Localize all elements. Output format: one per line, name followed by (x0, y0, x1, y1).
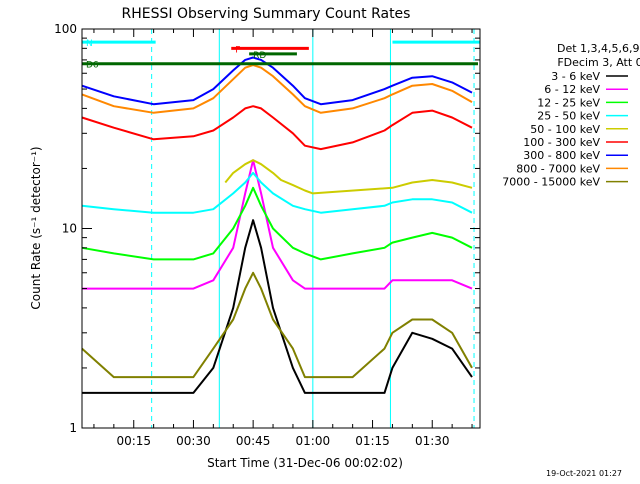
legend-label-8: 7000 - 15000 keV (502, 176, 600, 189)
series-line-7 (81, 64, 473, 114)
legend-label-2: 12 - 25 keV (537, 96, 600, 109)
legend-label-4: 50 - 100 keV (530, 123, 600, 136)
plot-layer: N F RD D6 00:15 00:30 00:45 01:00 01:15 01:30 1 10 1… (54, 22, 481, 448)
x-tick-label-0: 00:15 (116, 434, 151, 448)
legend-header-line-2: FDecim 3, Att 0 (557, 56, 640, 69)
series-line-1 (82, 159, 473, 290)
chart-title: RHESSI Observing Summary Count Rates (122, 6, 411, 22)
y-tick-label-2: 100 (54, 22, 77, 36)
flag-bar-label-0: N (86, 39, 93, 49)
x-tick-label-2: 00:45 (236, 434, 271, 448)
legend-label-6: 300 - 800 keV (523, 149, 600, 162)
legend-header-line-1: Det 1,3,4,5,6,9, (557, 42, 640, 55)
flag-bar-label-2: F (235, 45, 240, 55)
legend-label-3: 25 - 50 keV (537, 110, 600, 123)
y-tick-label-0: 1 (69, 421, 77, 435)
legend-label-7: 800 - 7000 keV (516, 162, 600, 175)
flag-bar-label-4: D6 (86, 61, 99, 71)
x-tick-label-1: 00:30 (176, 434, 211, 448)
flag-bar-label-3: RD (253, 51, 266, 61)
series-line-3 (81, 171, 473, 214)
series-line-6 (81, 56, 473, 106)
legend-label-1: 6 - 12 keV (544, 83, 600, 96)
series-line-0 (82, 219, 473, 394)
legend-label-5: 100 - 300 keV (523, 136, 600, 149)
x-tick-label-3: 01:00 (296, 434, 331, 448)
series-line-8 (81, 271, 473, 379)
y-axis-label: Count Rate (s⁻¹ detector⁻¹) (29, 146, 43, 309)
footer-date: 19-Oct-2021 01:27 (546, 469, 622, 478)
legend-label-0: 3 - 6 keV (551, 70, 600, 83)
series-line-2 (81, 186, 473, 261)
x-tick-label-5: 01:30 (415, 434, 450, 448)
x-tick-label-4: 01:15 (355, 434, 390, 448)
y-tick-label-1: 10 (62, 222, 77, 236)
x-axis-label: Start Time (31-Dec-06 00:02:02) (207, 456, 403, 470)
series-line-4 (224, 159, 473, 195)
series-line-5 (81, 105, 473, 151)
